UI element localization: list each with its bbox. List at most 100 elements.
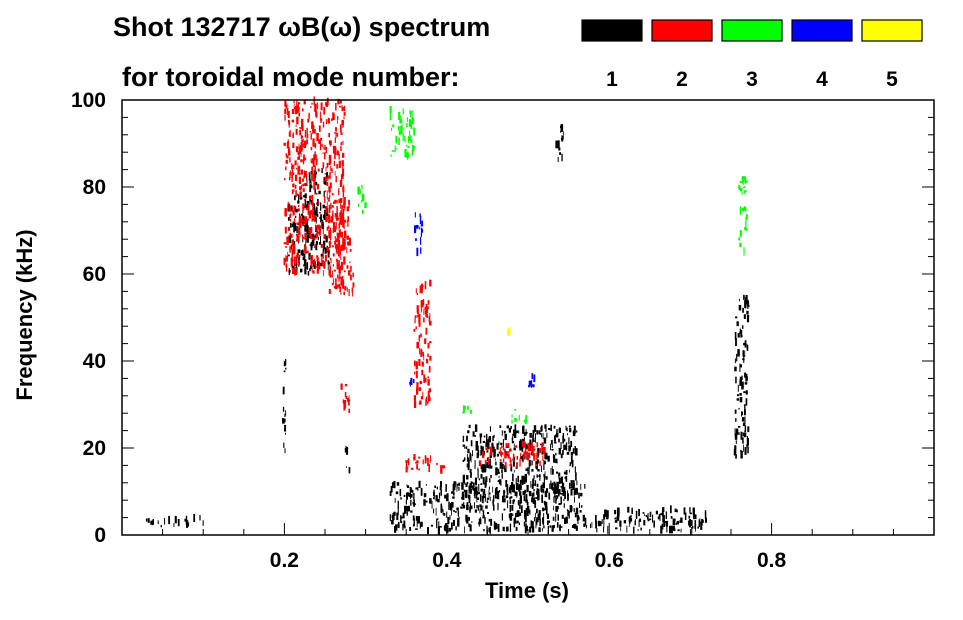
spectrum-mark xyxy=(498,441,500,445)
spectrum-mark xyxy=(519,458,521,467)
spectrum-mark xyxy=(418,320,421,327)
spectrum-mark xyxy=(739,393,742,396)
spectrum-mark xyxy=(541,425,543,432)
spectrum-mark xyxy=(439,526,442,528)
spectrum-mark xyxy=(470,440,473,447)
spectrum-mark xyxy=(535,512,536,519)
spectrum-mark xyxy=(311,254,313,262)
spectrum-mark xyxy=(744,382,748,385)
spectrum-mark xyxy=(310,106,312,108)
spectrum-mark xyxy=(341,105,343,111)
spectrum-mark xyxy=(410,112,412,118)
spectrum-mark xyxy=(348,289,350,297)
spectrum-mark xyxy=(311,102,313,105)
spectrum-mark xyxy=(449,515,451,520)
spectrum-mark xyxy=(670,505,672,514)
spectrum-mark xyxy=(528,460,531,467)
spectrum-mark xyxy=(738,407,740,410)
spectrum-mark xyxy=(498,490,501,493)
spectrum-mark xyxy=(420,348,422,357)
spectrum-mark xyxy=(562,131,564,139)
spectrum-mark xyxy=(699,518,701,524)
spectrum-mark xyxy=(424,455,427,464)
spectrum-mark xyxy=(519,441,522,449)
spectrum-mark xyxy=(488,486,490,490)
spectrum-mark xyxy=(735,338,737,346)
spectrum-mark xyxy=(321,168,323,174)
spectrum-mark xyxy=(550,480,552,484)
spectrum-mark xyxy=(739,230,742,237)
spectrum-mark xyxy=(338,265,341,274)
spectrum-mark xyxy=(284,226,287,234)
spectrum-mark xyxy=(448,501,450,510)
spectrum-mark xyxy=(326,172,329,179)
spectrum-mark xyxy=(396,512,399,521)
spectrum-mark xyxy=(734,433,738,440)
spectrum-mark xyxy=(489,426,491,432)
spectrum-mark xyxy=(302,178,304,182)
spectrum-mark xyxy=(530,445,533,452)
spectrum-mark xyxy=(336,232,340,236)
spectrum-mark xyxy=(742,350,744,357)
spectrum-mark xyxy=(322,121,325,128)
spectrum-mark xyxy=(645,514,648,517)
spectrum-mark xyxy=(525,493,528,501)
spectrum-mark xyxy=(338,222,340,231)
spectrum-mark xyxy=(740,431,743,440)
spectrum-mark xyxy=(417,516,420,524)
spectrum-mark xyxy=(523,451,526,456)
spectrum-mark xyxy=(324,176,327,182)
spectrum-mark xyxy=(316,265,319,274)
spectrum-mark xyxy=(332,210,334,214)
spectrum-mark xyxy=(502,458,505,463)
spectrum-mark xyxy=(344,230,347,236)
spectrum-mark xyxy=(533,431,535,433)
spectrum-mark xyxy=(532,384,535,388)
spectrum-mark xyxy=(346,466,347,468)
spectrum-mark xyxy=(288,121,291,126)
spectrum-mark xyxy=(295,208,298,213)
spectrum-mark xyxy=(348,408,351,413)
spectrum-mark xyxy=(614,509,617,515)
spectrum-mark xyxy=(480,474,483,479)
spectrum-mark xyxy=(468,424,471,429)
spectrum-mark xyxy=(416,247,419,257)
spectrum-mark xyxy=(421,306,423,313)
spectrum-mark xyxy=(745,228,748,231)
spectrum-mark xyxy=(689,512,692,515)
spectrum-mark xyxy=(560,124,564,132)
spectrum-mark xyxy=(320,102,323,111)
spectrum-mark xyxy=(528,452,531,458)
spectrum-mark xyxy=(675,509,678,513)
spectrum-mark xyxy=(736,353,738,362)
spectrum-mark xyxy=(348,203,350,208)
spectrum-mark xyxy=(297,102,299,109)
spectrum-mark xyxy=(477,468,479,471)
spectrum-mark xyxy=(413,400,417,408)
spectrum-mark xyxy=(543,460,545,465)
spectrum-mark xyxy=(461,496,464,500)
spectrum-mark xyxy=(513,456,515,460)
spectrum-mark xyxy=(583,523,586,527)
spectrum-mark xyxy=(519,439,522,445)
spectrum-mark xyxy=(315,233,318,238)
spectrum-mark xyxy=(532,497,536,504)
spectrum-mark xyxy=(471,521,473,523)
spectrum-mark xyxy=(483,488,486,495)
spectrum-mark xyxy=(411,144,413,147)
spectrum-mark xyxy=(335,221,337,230)
spectrum-mark xyxy=(321,257,323,263)
spectrum-mark xyxy=(665,520,668,527)
spectrum-mark xyxy=(311,203,313,205)
spectrum-mark xyxy=(415,528,418,530)
spectrum-mark xyxy=(294,264,296,266)
spectrum-mark xyxy=(429,313,431,321)
spectrum-mark xyxy=(410,121,412,129)
spectrum-mark xyxy=(304,234,306,240)
spectrum-mark xyxy=(548,428,551,431)
spectrum-mark xyxy=(492,435,494,442)
spectrum-mark xyxy=(350,274,352,281)
spectrum-mark xyxy=(329,182,332,189)
spectrum-mark xyxy=(426,359,429,364)
